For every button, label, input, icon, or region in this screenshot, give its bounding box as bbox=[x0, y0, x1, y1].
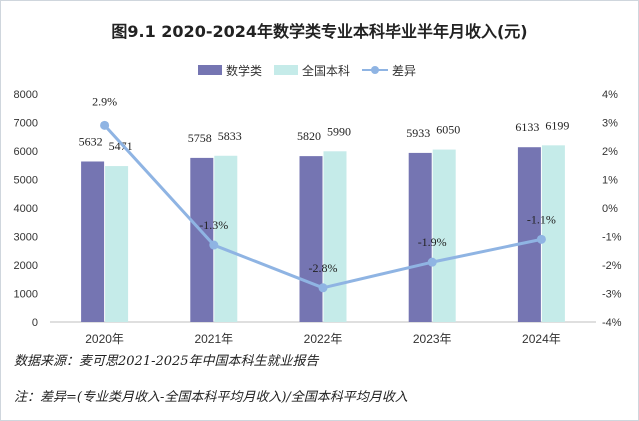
bar-national bbox=[323, 151, 347, 322]
bar-value-label-math: 5820 bbox=[297, 129, 321, 143]
diff-value-label: -1.9% bbox=[418, 235, 447, 249]
x-tick-label: 2022年 bbox=[304, 332, 343, 346]
formula-note: 注：差异=(专业类月收入-全国本科平均月收入)/全国本科平均月收入 bbox=[14, 390, 408, 405]
x-tick-label: 2023年 bbox=[413, 332, 452, 346]
x-tick-label: 2024年 bbox=[522, 332, 561, 346]
legend-label-diff: 差异 bbox=[392, 63, 417, 78]
y-tick-label-right: -4% bbox=[602, 317, 622, 329]
bar-math bbox=[81, 161, 105, 322]
bar-national bbox=[541, 145, 565, 322]
y-tick-label-right: 4% bbox=[602, 89, 618, 101]
bar-value-label-math: 5758 bbox=[188, 131, 212, 145]
diff-point bbox=[536, 234, 546, 244]
legend-swatch-math bbox=[198, 65, 222, 75]
bar-math bbox=[190, 157, 214, 322]
y-tick-label-right: -3% bbox=[602, 289, 622, 301]
bar-value-label-national: 5833 bbox=[218, 129, 242, 143]
legend-swatch-national bbox=[274, 65, 299, 75]
y-tick-label-right: -2% bbox=[602, 260, 622, 272]
diff-point bbox=[318, 283, 328, 293]
diff-value-label: -1.1% bbox=[527, 212, 556, 226]
x-tick-label: 2020年 bbox=[85, 332, 124, 346]
bar-national bbox=[214, 155, 238, 322]
y-tick-label-right: 2% bbox=[602, 146, 618, 158]
bar-value-label-national: 5990 bbox=[327, 124, 351, 138]
y-tick-label-right: -1% bbox=[602, 232, 622, 244]
y-tick-label-left: 7000 bbox=[14, 118, 38, 130]
diff-value-label: -1.3% bbox=[199, 218, 228, 232]
bar-value-label-national: 6199 bbox=[545, 118, 569, 132]
diff-point bbox=[427, 257, 437, 267]
bar-value-label-national: 6050 bbox=[436, 123, 460, 137]
bar-value-label-math: 6133 bbox=[515, 120, 539, 134]
chart-legend: 数学类 全国本科 差异 bbox=[198, 62, 428, 78]
bar-national bbox=[432, 149, 456, 322]
y-tick-label-left: 0 bbox=[32, 317, 38, 329]
diff-point bbox=[100, 120, 110, 130]
bar-math bbox=[299, 156, 323, 322]
diff-point bbox=[209, 240, 219, 250]
x-tick-label: 2021年 bbox=[194, 332, 233, 346]
legend-item-national: 全国本科 bbox=[274, 62, 350, 79]
source-note: 数据来源：麦可思2021-2025年中国本科生就业报告 bbox=[14, 354, 319, 369]
bar-value-label-math: 5933 bbox=[406, 126, 430, 140]
y-tick-label-left: 6000 bbox=[14, 146, 38, 158]
y-tick-label-left: 8000 bbox=[14, 89, 38, 101]
y-tick-label-left: 5000 bbox=[14, 175, 38, 187]
bar-national bbox=[105, 166, 129, 322]
legend-swatch-diff bbox=[362, 65, 389, 75]
legend-label-math: 数学类 bbox=[226, 63, 263, 78]
legend-item-math: 数学类 bbox=[198, 62, 262, 79]
y-tick-label-left: 4000 bbox=[14, 203, 38, 215]
diff-value-label: 2.9% bbox=[92, 94, 117, 108]
legend-item-diff: 差异 bbox=[362, 62, 416, 79]
y-tick-label-right: 0% bbox=[602, 203, 618, 215]
bar-math bbox=[408, 152, 432, 322]
bar-value-label-math: 5632 bbox=[79, 134, 103, 148]
chart-title: 图9.1 2020-2024年数学类专业本科毕业半年月收入(元) bbox=[111, 22, 528, 41]
bar-math bbox=[517, 147, 541, 322]
y-tick-label-left: 3000 bbox=[14, 232, 38, 244]
y-tick-label-right: 1% bbox=[602, 175, 618, 187]
y-tick-label-left: 1000 bbox=[14, 289, 38, 301]
y-tick-label-right: 3% bbox=[602, 118, 618, 130]
y-tick-label-left: 2000 bbox=[14, 260, 38, 272]
legend-label-national: 全国本科 bbox=[302, 63, 351, 78]
diff-value-label: -2.8% bbox=[309, 261, 338, 275]
